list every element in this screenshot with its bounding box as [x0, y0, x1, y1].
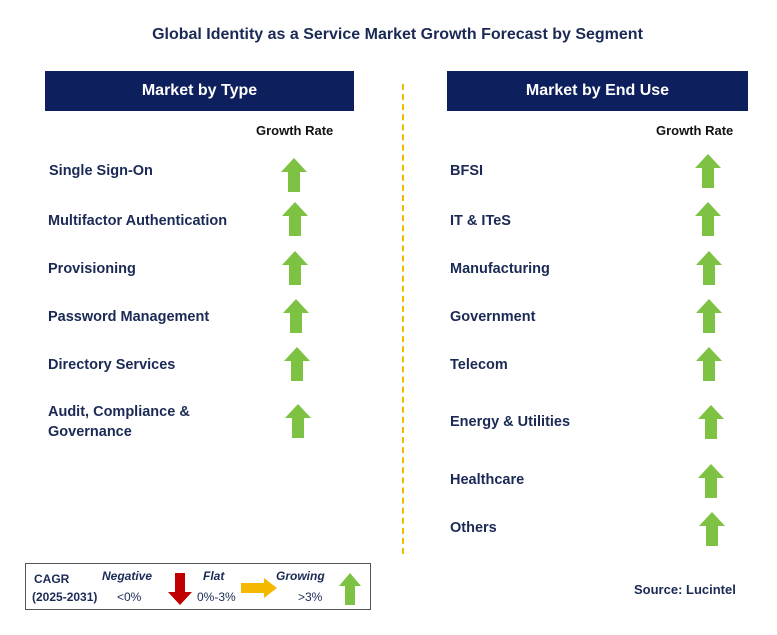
type-item-password-management: Password Management	[48, 309, 210, 325]
type-item-single-sign-on: Single Sign-On	[49, 163, 153, 179]
legend-growing-range: >3%	[298, 590, 323, 604]
arrow-up-icon	[696, 347, 722, 381]
header-market-by-end-use: Market by End Use	[447, 71, 748, 111]
growth-rate-label-right: Growth Rate	[656, 123, 734, 138]
legend-flat-range: 0%-3%	[197, 590, 236, 604]
arrow-up-icon	[696, 251, 722, 285]
arrow-up-icon	[695, 154, 721, 188]
page-title: Global Identity as a Service Market Grow…	[152, 26, 643, 43]
arrow-up-icon	[339, 573, 361, 605]
legend-flat-label: Flat	[203, 569, 225, 583]
type-item-audit-line2: Governance	[48, 424, 132, 440]
end-use-item-it-ites: IT & ITeS	[450, 213, 511, 229]
type-item-directory-services: Directory Services	[48, 357, 176, 373]
arrow-up-icon	[695, 202, 721, 236]
legend-cagr-label: CAGR	[34, 572, 70, 586]
arrow-up-icon	[284, 347, 310, 381]
legend-period-label: (2025-2031)	[32, 590, 98, 604]
arrow-up-icon	[696, 299, 722, 333]
arrow-right-icon	[241, 578, 277, 598]
type-item-provisioning: Provisioning	[48, 261, 136, 277]
header-market-by-type: Market by Type	[45, 71, 354, 111]
source-label: Source: Lucintel	[634, 582, 736, 597]
type-item-audit-line1: Audit, Compliance &	[48, 404, 190, 420]
end-use-item-manufacturing: Manufacturing	[450, 261, 550, 277]
arrow-up-icon	[283, 299, 309, 333]
type-item-multifactor-authentication: Multifactor Authentication	[48, 213, 228, 229]
dashed-divider	[402, 84, 404, 554]
legend-negative-range: <0%	[117, 590, 142, 604]
arrow-up-icon	[281, 158, 307, 192]
growth-rate-label-left: Growth Rate	[256, 123, 334, 138]
end-use-item-others: Others	[450, 520, 497, 536]
end-use-item-bfsi: BFSI	[450, 163, 484, 179]
arrow-up-icon	[282, 251, 308, 285]
cagr-legend: CAGR (2025-2031) Negative <0% Flat 0%-3%…	[25, 563, 371, 610]
arrow-up-icon	[699, 512, 725, 546]
end-use-item-energy-utilities: Energy & Utilities	[450, 414, 571, 430]
end-use-item-telecom: Telecom	[450, 357, 508, 373]
type-item-audit-compliance-governance: Audit, Compliance & Governance	[48, 402, 190, 442]
arrow-down-icon	[168, 573, 192, 605]
legend-negative-label: Negative	[102, 569, 153, 583]
arrow-up-icon	[282, 202, 308, 236]
arrow-up-icon	[285, 404, 311, 438]
end-use-item-government: Government	[450, 309, 536, 325]
end-use-item-healthcare: Healthcare	[450, 472, 525, 488]
arrow-up-icon	[698, 405, 724, 439]
arrow-up-icon	[698, 464, 724, 498]
legend-growing-label: Growing	[276, 569, 325, 583]
